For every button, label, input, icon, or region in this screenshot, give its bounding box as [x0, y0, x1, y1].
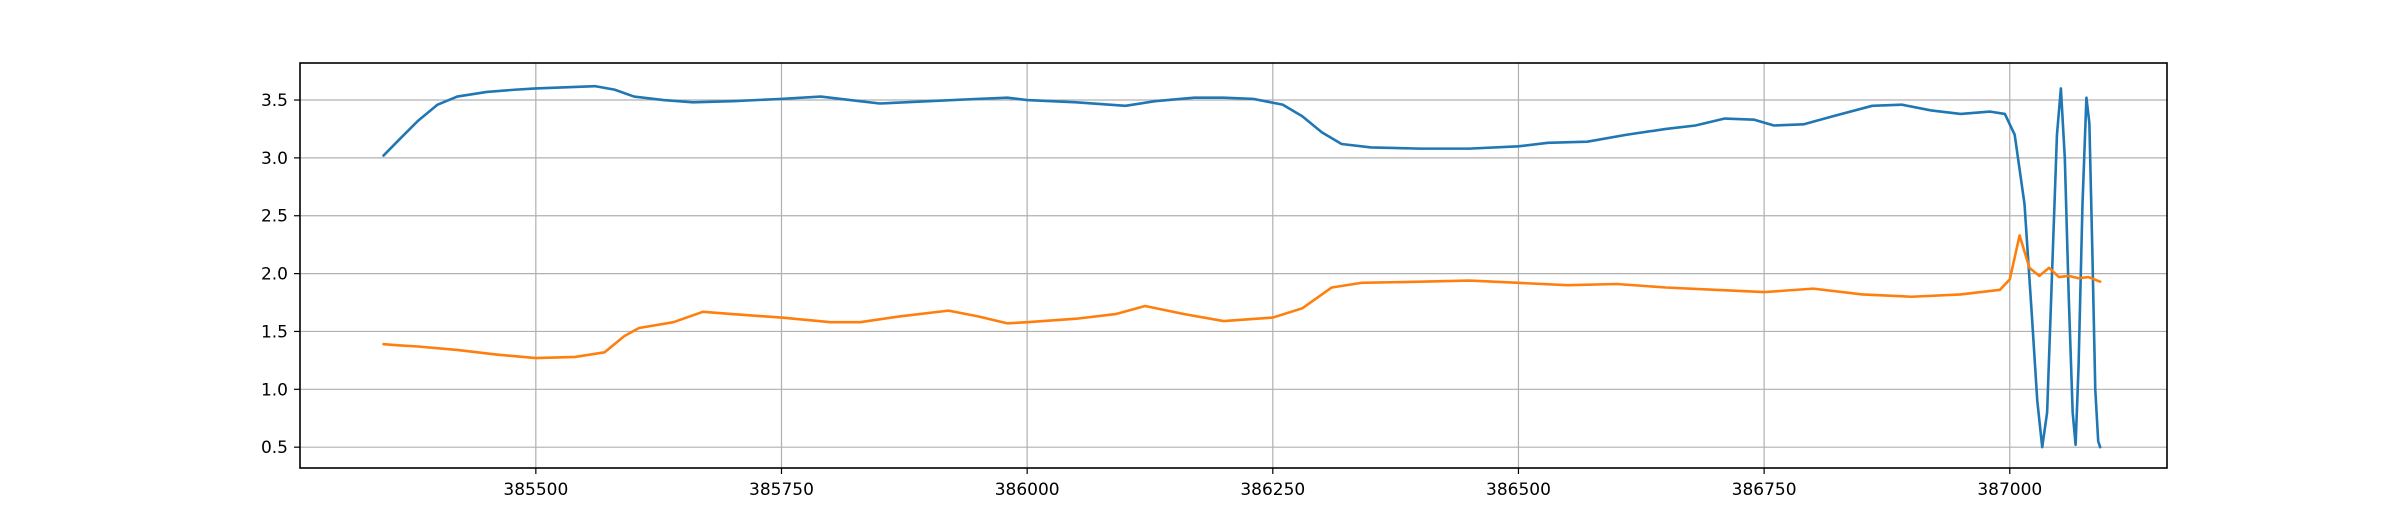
y-tick-label: 2.5 — [261, 207, 288, 227]
y-tick-label: 1.5 — [261, 322, 288, 342]
x-tick-label: 385750 — [749, 480, 814, 500]
y-tick-label: 3.5 — [261, 91, 288, 111]
x-tick-label: 385500 — [503, 480, 568, 500]
x-tick-label: 386500 — [1486, 480, 1551, 500]
plot-frame — [299, 62, 2168, 469]
x-tick-label: 386000 — [995, 480, 1060, 500]
x-axis: 385500 385750 386000 386250 386500 386750 3870… — [503, 468, 2042, 500]
x-tick-label: 386750 — [1732, 480, 1797, 500]
series-line-2 — [382, 234, 2102, 360]
x-tick-label: 386250 — [1240, 480, 1305, 500]
y-tick-label: 3.0 — [261, 149, 288, 169]
series-group — [382, 84, 2102, 449]
y-tick-label: 0.5 — [261, 438, 288, 458]
y-tick-label: 2.0 — [261, 265, 288, 285]
series-line-1 — [382, 84, 2102, 449]
y-axis: 0.5 1.0 1.5 2.0 2.5 3.0 3.5 — [261, 91, 300, 458]
grid — [300, 63, 2167, 468]
x-tick-label: 387000 — [1977, 480, 2042, 500]
y-tick-label: 1.0 — [261, 380, 288, 400]
